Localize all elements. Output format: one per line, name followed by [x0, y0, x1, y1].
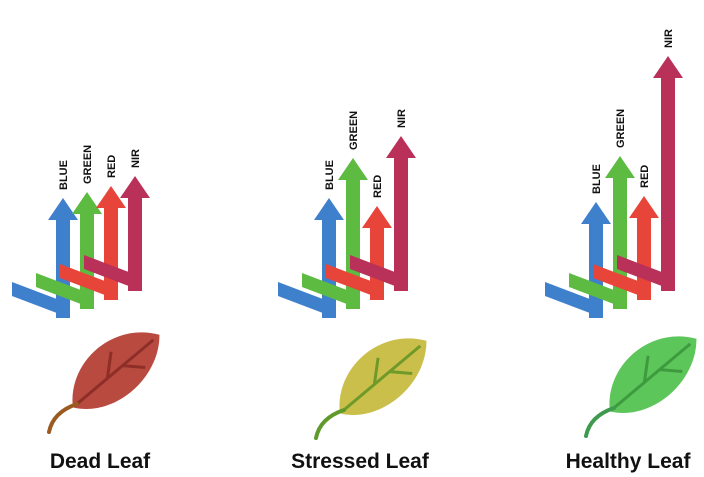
- band-label: NIR: [130, 149, 142, 168]
- band-strip: [326, 264, 384, 300]
- band-label: GREEN: [615, 109, 627, 148]
- band-arrow-head: [338, 158, 368, 180]
- band-arrow-head: [362, 206, 392, 228]
- panel: BLUE GREEN RED NIR Healthy Leaf: [545, 29, 697, 473]
- band-arrow-shaft: [104, 206, 118, 300]
- band-arrow-head: [581, 202, 611, 224]
- band-arrow-shaft: [637, 216, 651, 300]
- leaf: [339, 338, 427, 415]
- leaf-vein: [611, 342, 692, 411]
- leaf-vein: [74, 338, 155, 407]
- band-strip: [617, 255, 675, 291]
- band-label: RED: [106, 155, 118, 178]
- leaf-blade: [339, 338, 427, 415]
- band-strip: [593, 264, 651, 300]
- band-label: NIR: [663, 29, 675, 48]
- leaf: [72, 332, 160, 409]
- band-arrow-shaft: [370, 226, 384, 300]
- band-label: GREEN: [348, 111, 360, 150]
- band-label: BLUE: [591, 164, 603, 194]
- band-label: RED: [372, 175, 384, 198]
- caption: Dead Leaf: [50, 450, 151, 473]
- band-label: NIR: [396, 109, 408, 128]
- band-arrow-head: [314, 198, 344, 220]
- band-strip: [569, 273, 627, 309]
- band-strip: [350, 255, 408, 291]
- leaf-blade: [609, 336, 697, 413]
- band-label: RED: [639, 165, 651, 188]
- leaf-vein: [341, 344, 422, 413]
- band-arrow-shaft: [128, 196, 142, 291]
- band-arrow-shaft: [661, 76, 675, 291]
- band-arrow-head: [48, 198, 78, 220]
- band-arrow-head: [629, 196, 659, 218]
- band-arrow-head: [96, 186, 126, 208]
- leaf-stem: [314, 408, 346, 440]
- band-arrow-head: [605, 156, 635, 178]
- panel: BLUE GREEN RED NIR Stressed Leaf: [278, 109, 430, 473]
- band-arrow-shaft: [394, 156, 408, 291]
- band-label: BLUE: [58, 160, 70, 190]
- band-strip: [36, 273, 94, 309]
- caption: Stressed Leaf: [291, 450, 430, 473]
- band-label: BLUE: [324, 160, 336, 190]
- band-arrow-head: [386, 136, 416, 158]
- leaf-blade: [72, 332, 160, 409]
- caption: Healthy Leaf: [566, 450, 692, 473]
- band-strip: [60, 264, 118, 300]
- band-arrow-head: [120, 176, 150, 198]
- band-label: GREEN: [82, 145, 94, 184]
- band-strip: [278, 282, 336, 318]
- panel: BLUE GREEN RED NIR Dead Leaf: [12, 145, 160, 473]
- band-strip: [84, 255, 142, 291]
- band-strip: [12, 282, 70, 318]
- band-arrow-head: [72, 192, 102, 214]
- leaf-stem: [584, 406, 616, 438]
- band-strip: [545, 282, 603, 318]
- leaf-stem: [47, 402, 79, 434]
- band-strip: [302, 273, 360, 309]
- leaf: [609, 336, 697, 413]
- band-arrow-head: [653, 56, 683, 78]
